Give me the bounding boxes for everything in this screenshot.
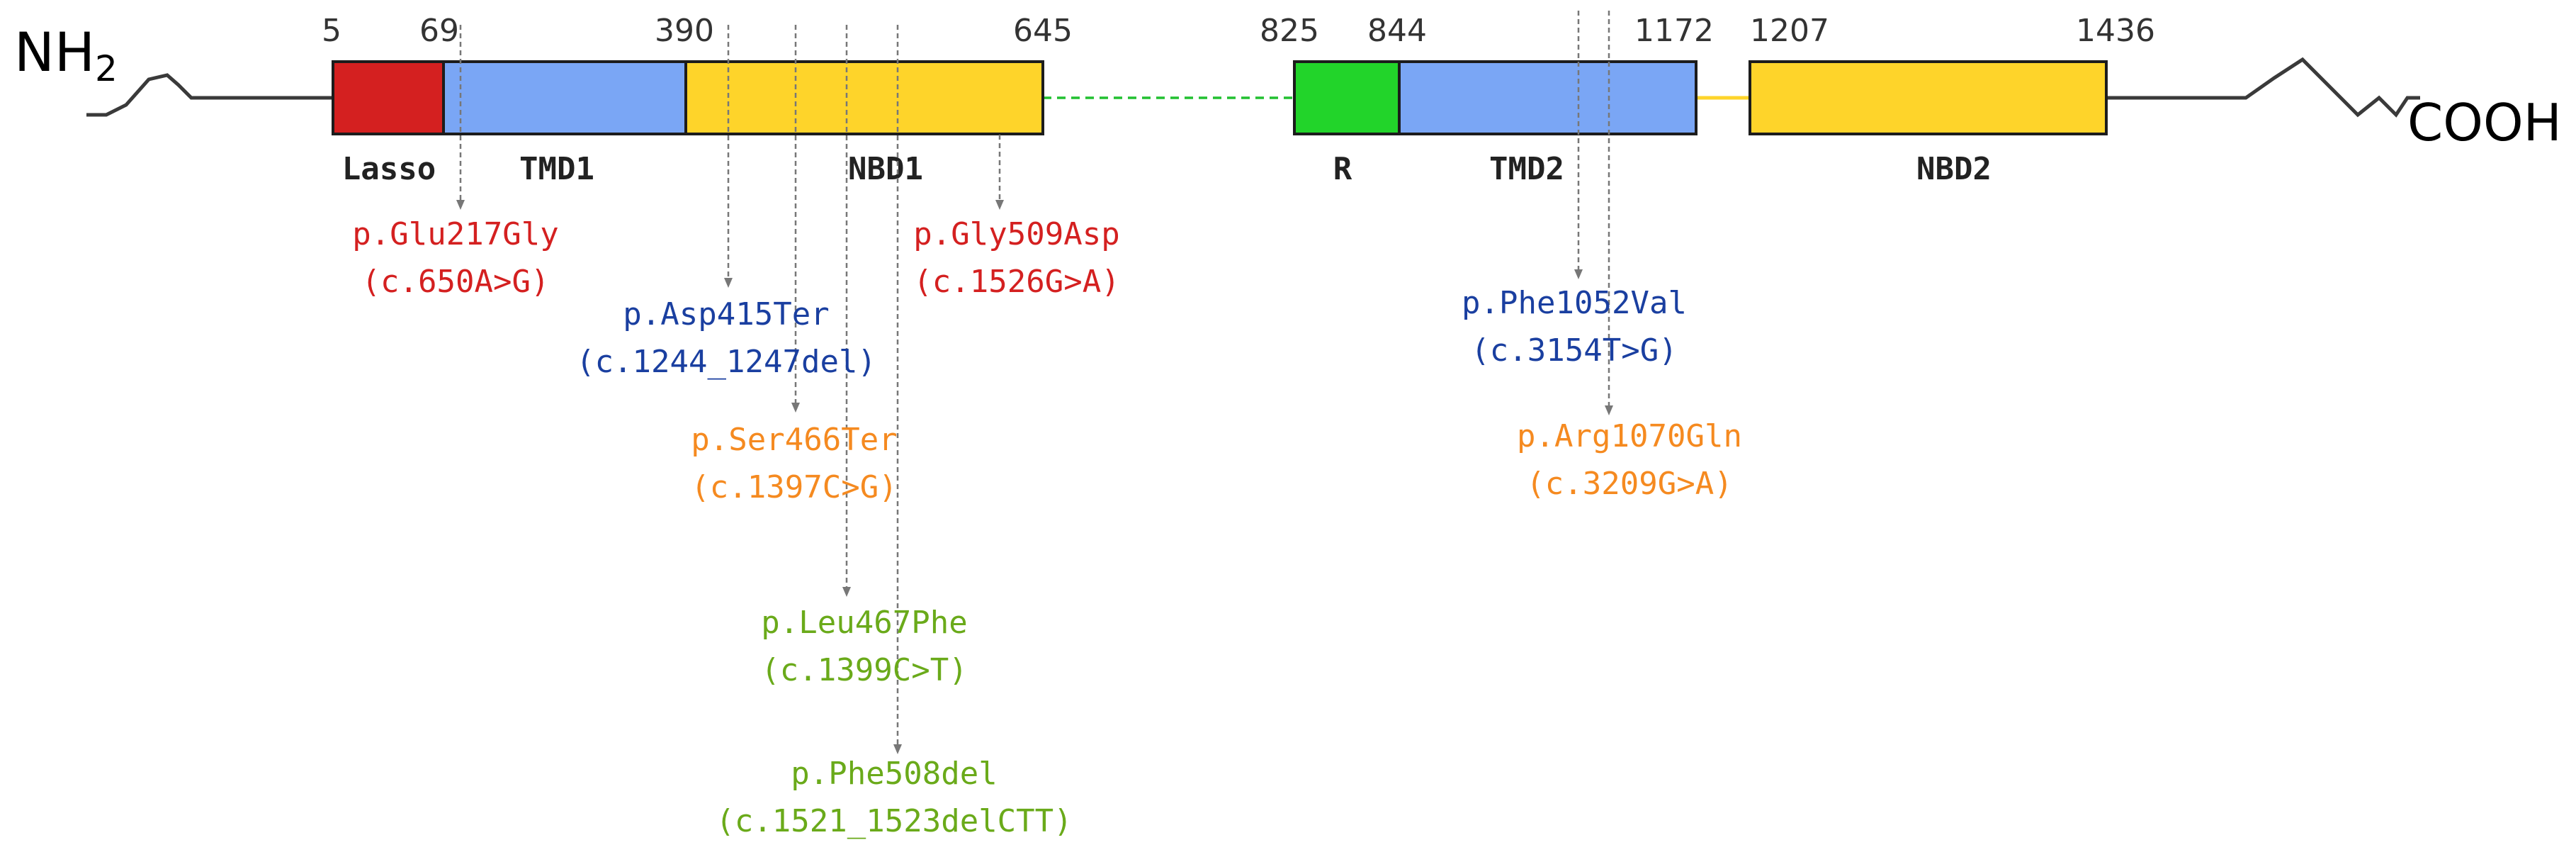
domain-label-r: R — [1333, 151, 1352, 187]
tmd1-domain — [442, 60, 687, 135]
arrowhead-leu467phe — [842, 587, 851, 597]
arrowhead-phe1052val — [1574, 269, 1583, 279]
position-1172: 1172 — [1634, 13, 1714, 49]
mutation-cdna: (c.1397C>G) — [691, 469, 897, 505]
domain-label-tmd1: TMD1 — [519, 151, 594, 187]
mutation-cdna: (c.3209G>A) — [1526, 466, 1732, 502]
mutation-asp415ter: p.Asp415Ter (c.1244_1247del) — [576, 296, 876, 380]
lasso-domain — [332, 60, 445, 135]
position-1436: 1436 — [2076, 13, 2155, 49]
mutation-cdna: (c.1399C>T) — [761, 652, 967, 688]
arrow-heads — [456, 200, 1613, 754]
mutation-protein: p.Phe508del — [791, 756, 997, 792]
r-domain — [1293, 60, 1401, 135]
arrowhead-asp415ter — [724, 278, 733, 288]
mutation-protein: p.Gly509Asp — [913, 216, 1119, 252]
mutation-protein: p.Arg1070Gln — [1517, 418, 1742, 454]
mutation-protein: p.Phe1052Val — [1462, 285, 1687, 321]
c-terminal-tail — [2106, 57, 2420, 118]
position-825: 825 — [1260, 13, 1319, 49]
position-645: 645 — [1013, 13, 1073, 49]
nbd2-domain — [1749, 60, 2108, 135]
arrowhead-gly509asp — [995, 200, 1004, 210]
mutation-protein: p.Glu217Gly — [352, 216, 558, 252]
mutation-phe1052val: p.Phe1052Val (c.3154T>G) — [1462, 285, 1687, 369]
arrowhead-ser466ter — [791, 403, 800, 413]
nbd1-domain — [684, 60, 1044, 135]
tmd2-domain — [1398, 60, 1697, 135]
mutation-cdna: (c.650A>G) — [362, 264, 550, 300]
position-390: 390 — [655, 13, 714, 49]
n-terminus-label: NH2 — [14, 21, 118, 89]
mutation-arrows — [459, 11, 1610, 744]
mutation-protein: p.Ser466Ter — [691, 422, 897, 458]
arrowhead-phe508del — [893, 744, 902, 754]
mutation-leu467phe: p.Leu467Phe (c.1399C>T) — [761, 605, 967, 688]
mutation-protein: p.Leu467Phe — [761, 605, 967, 641]
position-1207: 1207 — [1750, 13, 1829, 49]
arrowhead-arg1070gln — [1605, 405, 1613, 415]
position-844: 844 — [1367, 13, 1427, 49]
mutation-cdna: (c.3154T>G) — [1471, 332, 1677, 369]
mutation-arg1070gln: p.Arg1070Gln (c.3209G>A) — [1517, 418, 1742, 502]
mutation-cdna: (c.1521_1523delCTT) — [716, 803, 1072, 839]
position-5: 5 — [322, 13, 341, 49]
mutation-glu217gly: p.Glu217Gly (c.650A>G) — [352, 216, 558, 300]
domain-label-tmd2: TMD2 — [1489, 151, 1564, 187]
domain-label-lasso: Lasso — [342, 151, 436, 187]
mutation-gly509asp: p.Gly509Asp (c.1526G>A) — [913, 216, 1119, 300]
mutation-cdna: (c.1526G>A) — [913, 264, 1119, 300]
mutation-protein: p.Asp415Ter — [623, 296, 829, 332]
arrowhead-glu217gly — [456, 200, 465, 210]
mutation-ser466ter: p.Ser466Ter (c.1397C>G) — [691, 422, 897, 505]
position-69: 69 — [419, 13, 459, 49]
mutation-cdna: (c.1244_1247del) — [576, 344, 876, 380]
domain-label-nbd1: NBD1 — [848, 151, 923, 187]
c-terminus-label: COOH — [2407, 93, 2562, 152]
n-terminal-tail — [86, 73, 333, 117]
mutation-phe508del: p.Phe508del (c.1521_1523delCTT) — [716, 756, 1072, 839]
domain-label-nbd2: NBD2 — [1916, 151, 1992, 187]
